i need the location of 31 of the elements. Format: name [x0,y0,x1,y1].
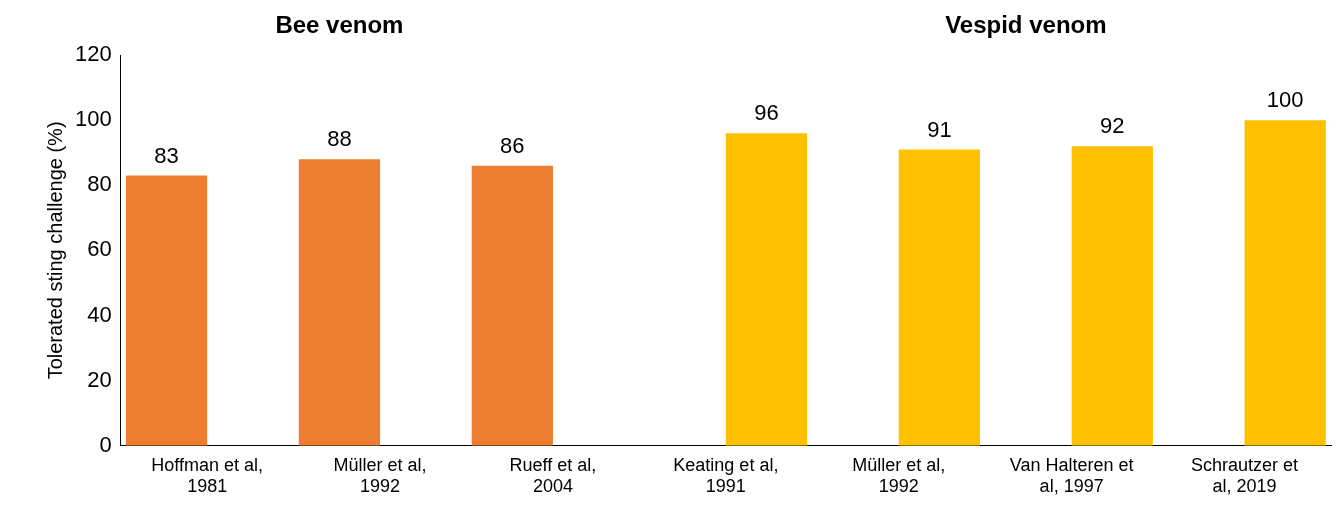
x-tick-label: Schrautzer et al, 2019 [1191,454,1299,497]
y-tick-label: 80 [87,171,112,197]
x-tick-label: Van Halteren et al, 1997 [1009,454,1134,497]
data-label: 100 [1266,87,1304,113]
data-label: 83 [154,142,179,168]
y-tick-label: 100 [74,106,112,132]
y-tick-label: 40 [87,301,112,327]
text: Vespid venom [945,10,1107,38]
bar [298,159,381,446]
data-label: 92 [1100,113,1125,139]
data-label: 88 [327,126,352,152]
x-tick-label: Keating et al, 1991 [673,454,779,497]
y-tick-label: 120 [74,41,112,67]
data-label: 96 [754,100,779,126]
y-tick-label: 0 [99,431,112,457]
bar [471,165,553,446]
bar [1071,146,1153,446]
y-axis-title: Tolerated sting challenge (%) [43,121,66,380]
data-label: 86 [500,132,525,158]
x-tick-label: Müller et al, 1992 [852,454,946,497]
y-tick-label: 20 [87,366,112,392]
x-tick-label: Rueff et al, 2004 [509,454,597,497]
bar [725,133,808,446]
x-tick-label: Hoffman et al, 1981 [151,454,264,497]
data-label: 91 [927,116,952,142]
x-tick-label: Müller et al, 1992 [333,454,427,497]
y-tick-label: 60 [87,236,112,262]
bar [1244,120,1326,446]
bar [898,149,981,446]
bar [125,175,208,446]
text: Bee venom [275,10,404,38]
